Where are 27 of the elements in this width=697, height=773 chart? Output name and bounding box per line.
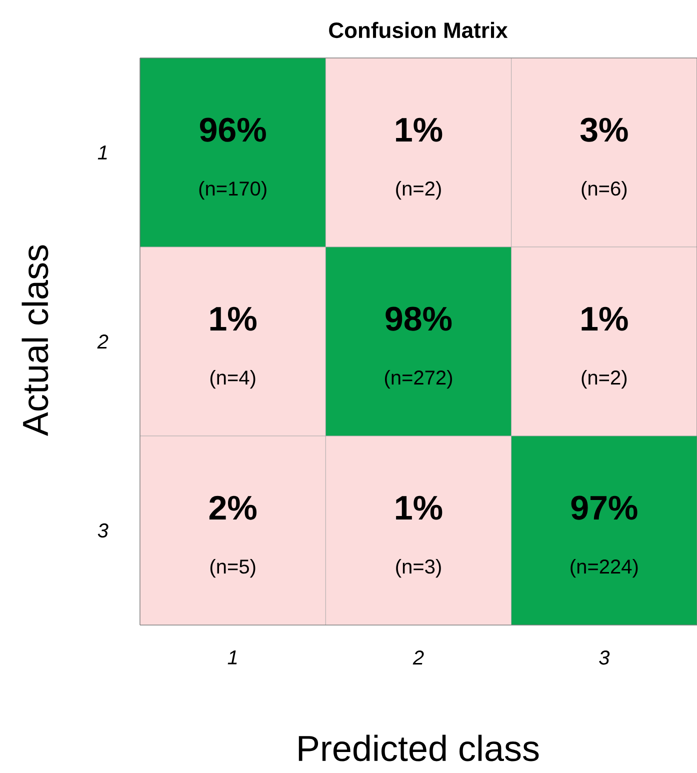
data-label: 98%	[386, 306, 452, 331]
annotation: (n=6)	[582, 180, 627, 200]
data-label: 96%	[200, 118, 266, 142]
x-tick-label: 2	[412, 650, 424, 664]
data-label: 1%	[396, 118, 442, 142]
y-axis-title: Actual class	[22, 245, 48, 436]
x-tick-label: 3	[599, 650, 610, 665]
x-axis-title: Predicted class	[298, 734, 539, 762]
y-tick-label: 1	[98, 146, 107, 160]
annotation: (n=170)	[199, 180, 266, 200]
data-label: 1%	[210, 306, 256, 331]
annotation: (n=4)	[210, 370, 256, 389]
annotation: (n=224)	[570, 558, 638, 578]
y-tick-label: 3	[98, 523, 108, 538]
data-label: 97%	[571, 496, 638, 520]
annotation: (n=5)	[210, 558, 256, 578]
annotation: (n=2)	[396, 180, 441, 200]
data-label: 2%	[209, 496, 256, 520]
annotation: (n=272)	[384, 370, 452, 389]
annotation: (n=2)	[582, 370, 627, 389]
chart-title: Confusion Matrix	[329, 22, 508, 38]
data-label: 1%	[582, 306, 628, 331]
annotation: (n=3)	[396, 558, 441, 578]
data-label: 3%	[580, 118, 628, 142]
x-tick-label: 1	[228, 650, 237, 664]
y-tick-label: 2	[97, 334, 108, 348]
data-label: 1%	[396, 496, 442, 520]
